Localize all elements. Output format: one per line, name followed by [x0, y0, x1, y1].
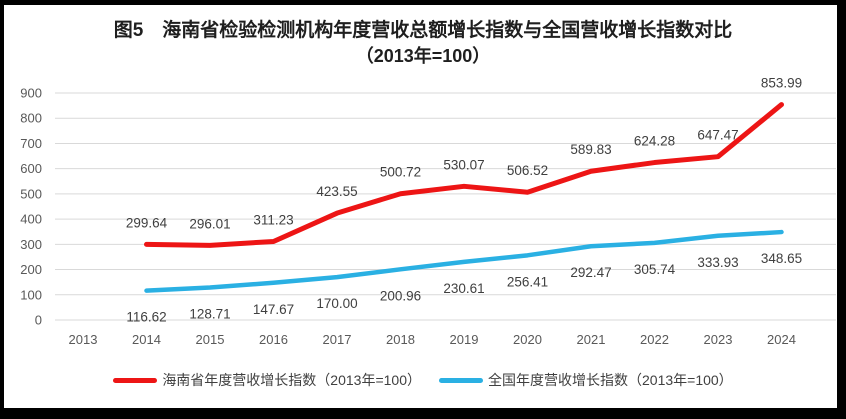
y-axis-tick-label: 800: [20, 111, 42, 126]
data-label: 256.41: [507, 274, 548, 289]
data-label: 296.01: [189, 216, 230, 231]
x-axis-tick-label: 2019: [450, 332, 479, 347]
legend-label-hainan: 海南省年度营收增长指数（2013年=100）: [162, 372, 421, 388]
data-label: 853.99: [761, 76, 802, 91]
data-label: 299.64: [126, 215, 168, 230]
data-label: 292.47: [570, 265, 611, 280]
data-label: 170.00: [316, 296, 357, 311]
legend-item-national: 全国年度营收增长指数（2013年=100）: [439, 370, 733, 390]
legend-item-hainan: 海南省年度营收增长指数（2013年=100）: [113, 370, 421, 390]
data-label: 147.67: [253, 302, 294, 317]
data-label: 647.47: [697, 128, 738, 143]
data-label: 230.61: [443, 281, 484, 296]
chart-subtitle: （2013年=100）: [355, 46, 491, 66]
y-axis-tick-label: 300: [20, 237, 42, 252]
data-label: 624.28: [634, 134, 675, 149]
data-label: 348.65: [761, 251, 802, 266]
data-label: 423.55: [316, 184, 357, 199]
y-axis-tick-label: 100: [20, 287, 42, 302]
x-axis-tick-label: 2017: [323, 332, 352, 347]
data-label: 116.62: [126, 310, 166, 325]
chart-title: 图5 海南省检验检测机构年度营收总额增长指数与全国营收增长指数对比: [113, 20, 733, 41]
y-axis-tick-label: 900: [20, 86, 42, 101]
data-label: 530.07: [443, 157, 484, 172]
data-label: 200.96: [380, 288, 421, 303]
data-label: 311.23: [253, 213, 293, 228]
series-line-0: [144, 102, 784, 248]
x-axis-tick-label: 2024: [767, 332, 796, 347]
x-axis-tick-label: 2020: [513, 332, 542, 347]
y-axis-tick-label: 700: [20, 136, 42, 151]
data-label: 589.83: [570, 142, 611, 157]
data-label: 506.52: [507, 163, 548, 178]
legend-blue-line-swatch: [439, 377, 483, 383]
x-axis-tick-label: 2021: [577, 332, 606, 347]
chart-legend: 海南省年度营收增长指数（2013年=100） 全国年度营收增长指数（2013年=…: [0, 370, 846, 390]
x-axis-tick-label: 2022: [640, 332, 669, 347]
x-axis-tick-label: 2013: [69, 332, 98, 347]
x-axis-tick-label: 2016: [259, 332, 288, 347]
y-axis-tick-label: 0: [35, 313, 42, 328]
series-line-1: [144, 229, 784, 293]
data-label: 128.71: [189, 307, 230, 322]
data-label: 500.72: [380, 165, 421, 180]
y-axis-tick-label: 400: [20, 212, 42, 227]
y-axis-tick-label: 500: [20, 186, 42, 201]
x-axis-tick-label: 2023: [704, 332, 733, 347]
data-label: 305.74: [634, 262, 676, 277]
data-label: 333.93: [697, 255, 738, 270]
chart-background-panel: [4, 5, 837, 408]
y-axis-tick-label: 600: [20, 161, 42, 176]
x-axis-tick-label: 2014: [132, 332, 161, 347]
x-axis-tick-label: 2018: [386, 332, 415, 347]
y-axis-tick-label: 200: [20, 262, 42, 277]
legend-red-line-swatch: [113, 377, 158, 383]
legend-label-national: 全国年度营收增长指数（2013年=100）: [488, 372, 733, 388]
x-axis-tick-label: 2015: [196, 332, 225, 347]
